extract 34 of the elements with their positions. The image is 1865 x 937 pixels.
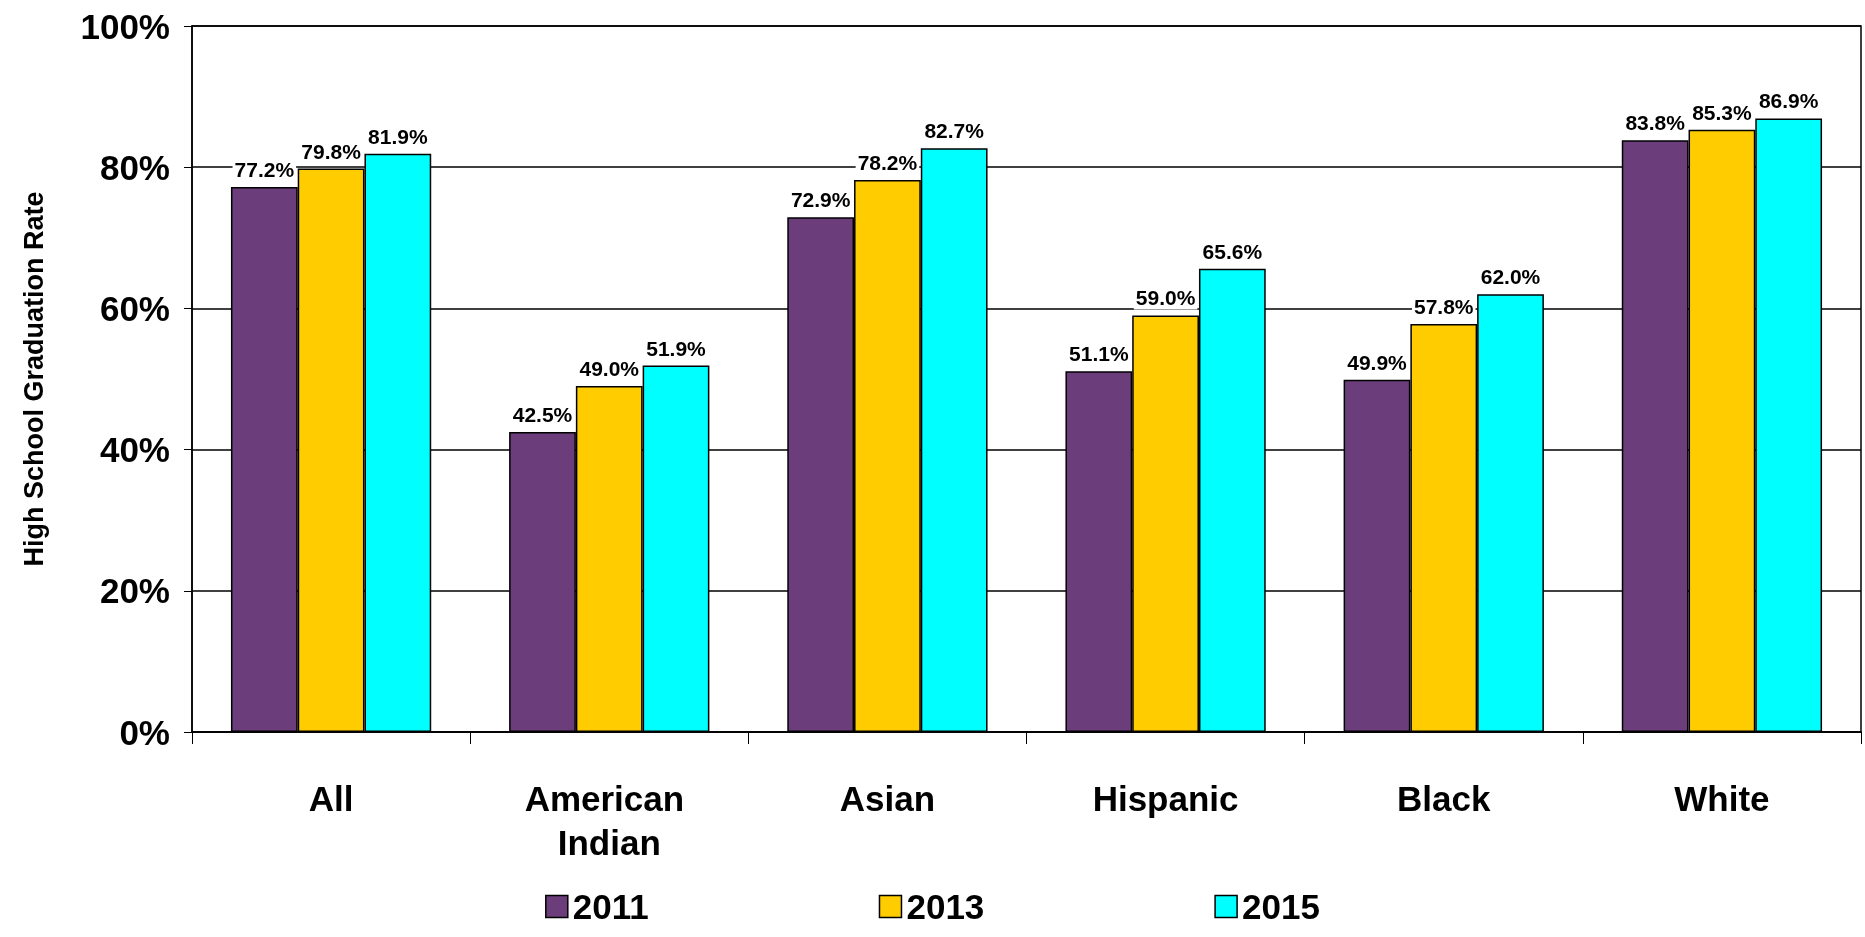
data-label: 62.0%	[1480, 265, 1541, 289]
x-tick-label: All	[308, 778, 354, 818]
x-tick-label: American Indian	[524, 778, 694, 862]
y-axis-title: High School Graduation Rate	[18, 191, 49, 567]
data-label: 85.3%	[1692, 100, 1753, 124]
legend-label: 2013	[906, 887, 985, 926]
y-tick-label: 100%	[80, 6, 170, 46]
data-label: 86.9%	[1758, 89, 1819, 113]
data-label: 51.9%	[646, 336, 707, 360]
y-tick-label: 0%	[119, 712, 170, 752]
data-label: 77.2%	[234, 157, 295, 181]
y-tick-label: 60%	[99, 288, 170, 328]
y-tick-label: 20%	[99, 571, 170, 611]
data-label: 78.2%	[857, 150, 918, 174]
x-tick-label: Asian	[839, 778, 936, 818]
data-label: 81.9%	[368, 124, 428, 148]
data-label: 59.0%	[1135, 286, 1196, 310]
data-label: 82.7%	[924, 119, 985, 143]
x-tick-label: Hispanic	[1092, 778, 1239, 818]
data-label: 42.5%	[512, 402, 573, 426]
x-tick-label: White	[1674, 778, 1770, 818]
data-label: 65.6%	[1202, 239, 1263, 263]
y-tick-label: 40%	[99, 430, 170, 470]
data-label: 57.8%	[1413, 294, 1474, 318]
data-label: 83.8%	[1625, 111, 1686, 135]
data-label: 49.9%	[1347, 350, 1408, 374]
x-tick-label: Black	[1397, 778, 1491, 818]
data-label: 79.8%	[301, 139, 362, 163]
legend-label: 2011	[572, 887, 649, 926]
data-label: 51.1%	[1069, 342, 1129, 366]
legend-label: 2015	[1242, 887, 1320, 926]
data-label: 49.0%	[579, 357, 640, 381]
y-tick-label: 80%	[99, 147, 170, 187]
data-label: 72.9%	[790, 188, 851, 212]
